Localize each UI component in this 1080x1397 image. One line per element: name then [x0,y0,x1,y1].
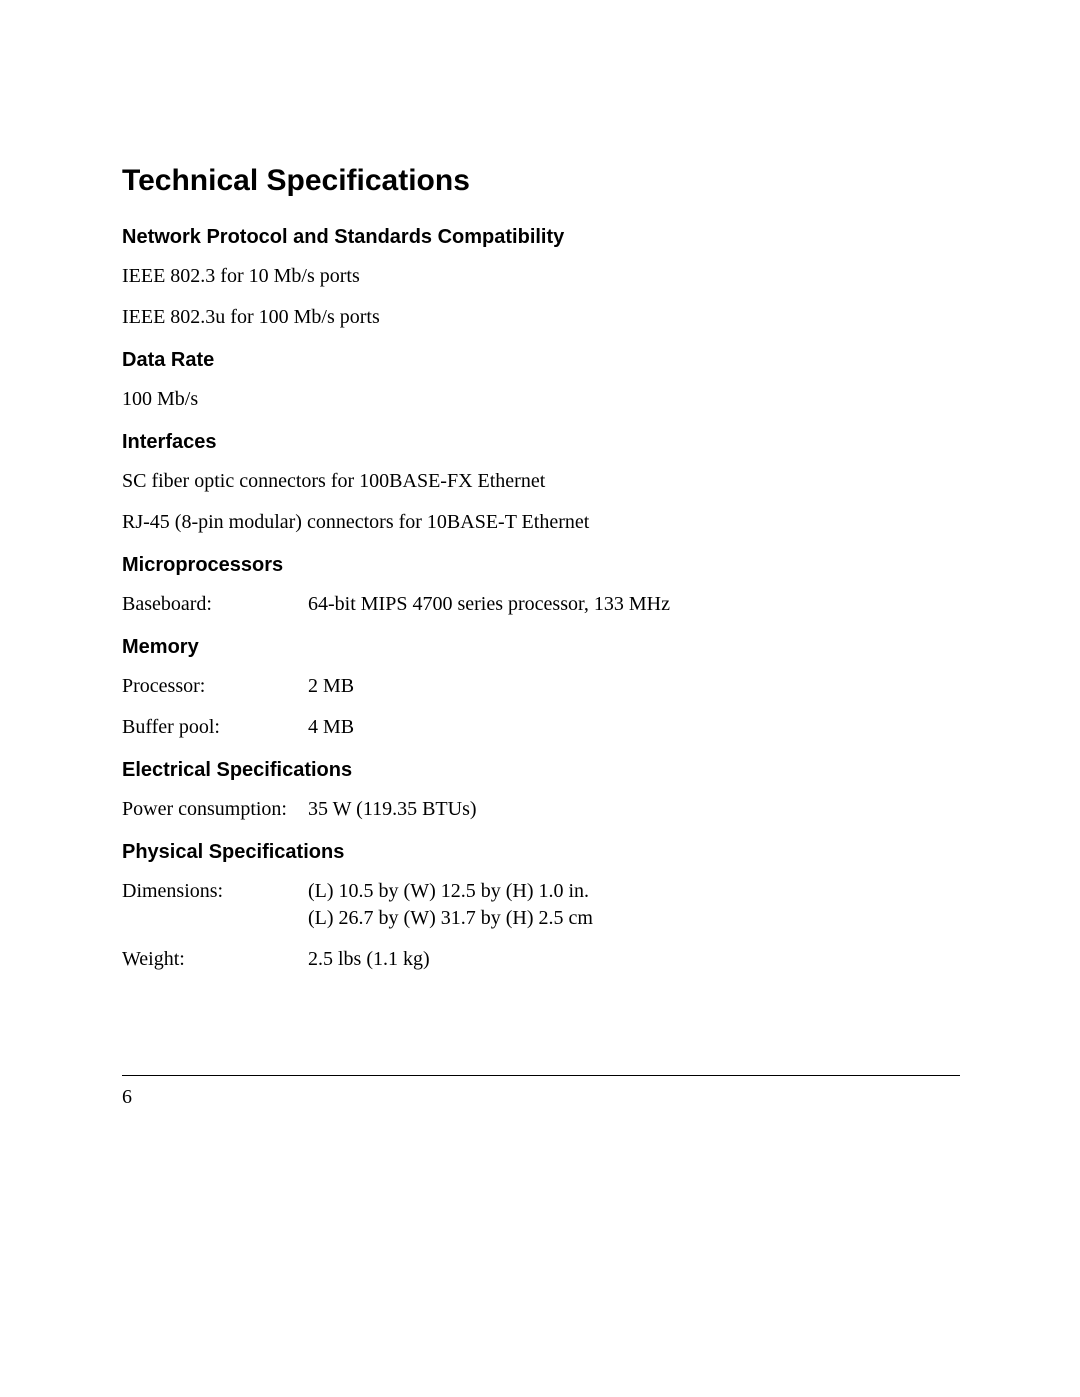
memory-row-1: Buffer pool: 4 MB [122,714,960,741]
electrical-row-0-value: 35 W (119.35 BTUs) [308,796,960,823]
physical-row-0: Dimensions: (L) 10.5 by (W) 12.5 by (H) … [122,878,960,932]
interfaces-line-0: SC fiber optic connectors for 100BASE-FX… [122,468,960,495]
physical-row-1: Weight: 2.5 lbs (1.1 kg) [122,946,960,973]
heading-data-rate: Data Rate [122,349,960,372]
memory-row-0-value: 2 MB [308,673,960,700]
heading-interfaces: Interfaces [122,431,960,454]
page-number: 6 [122,1086,132,1109]
memory-row-1-value: 4 MB [308,714,960,741]
physical-row-0-label: Dimensions: [122,878,308,932]
memory-row-0-label: Processor: [122,673,308,700]
heading-electrical: Electrical Specifications [122,759,960,782]
interfaces-line-1: RJ-45 (8-pin modular) connectors for 10B… [122,509,960,536]
electrical-row-0-label: Power consumption: [122,796,308,823]
heading-memory: Memory [122,636,960,659]
heading-network: Network Protocol and Standards Compatibi… [122,226,960,249]
physical-row-0-value: (L) 10.5 by (W) 12.5 by (H) 1.0 in. (L) … [308,878,960,932]
microprocessors-row-0-value: 64-bit MIPS 4700 series processor, 133 M… [308,591,960,618]
data-rate-line-0: 100 Mb/s [122,386,960,413]
microprocessors-row-0: Baseboard: 64-bit MIPS 4700 series proce… [122,591,960,618]
memory-row-0: Processor: 2 MB [122,673,960,700]
microprocessors-row-0-label: Baseboard: [122,591,308,618]
electrical-row-0: Power consumption: 35 W (119.35 BTUs) [122,796,960,823]
physical-row-1-label: Weight: [122,946,308,973]
memory-row-1-label: Buffer pool: [122,714,308,741]
page-content: Technical Specifications Network Protoco… [122,164,960,987]
network-line-0: IEEE 802.3 for 10 Mb/s ports [122,263,960,290]
page-title: Technical Specifications [122,164,960,198]
heading-microprocessors: Microprocessors [122,554,960,577]
network-line-1: IEEE 802.3u for 100 Mb/s ports [122,304,960,331]
physical-row-0-value-line-1: (L) 26.7 by (W) 31.7 by (H) 2.5 cm [308,905,960,932]
physical-row-0-value-line-0: (L) 10.5 by (W) 12.5 by (H) 1.0 in. [308,878,960,905]
physical-row-1-value: 2.5 lbs (1.1 kg) [308,946,960,973]
footer-rule [122,1075,960,1076]
heading-physical: Physical Specifications [122,841,960,864]
